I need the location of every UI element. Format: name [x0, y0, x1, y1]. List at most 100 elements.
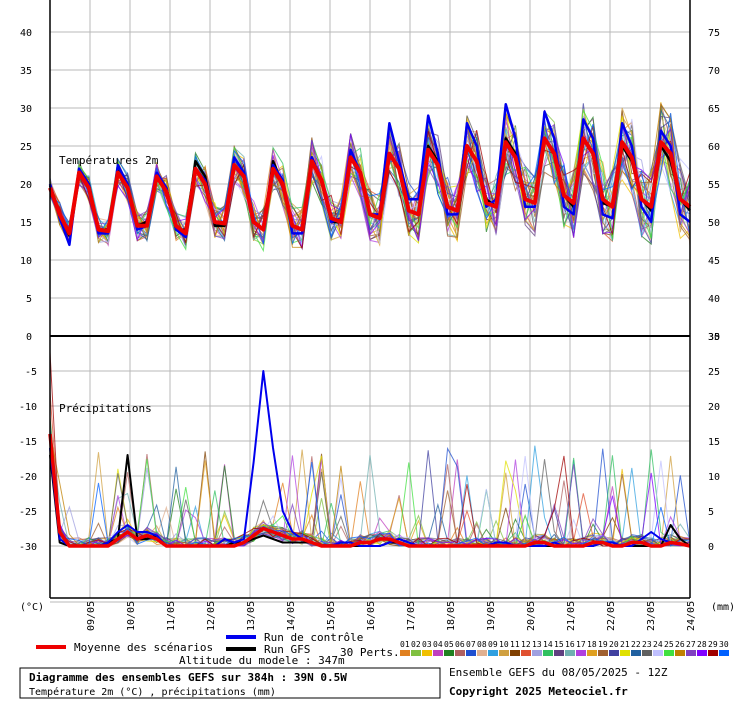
pert-swatch — [433, 650, 443, 656]
date-tick-label: 15/05 — [326, 601, 337, 631]
precip-right-tick-label: 20 — [708, 402, 720, 413]
temp-left-tick-label: 30 — [20, 104, 32, 115]
date-tick-label: 09/05 — [86, 601, 97, 631]
pert-number: 30 — [719, 640, 729, 649]
pert-number: 16 — [565, 640, 575, 649]
pert-number: 06 — [455, 640, 465, 649]
precip-right-tick-label: 15 — [708, 437, 720, 448]
pert-swatch — [466, 650, 476, 656]
date-tick-label: 11/05 — [166, 601, 177, 631]
temp-right-tick-label: 55 — [708, 180, 720, 191]
pert-swatch — [521, 650, 531, 656]
pert-number: 04 — [433, 640, 443, 649]
pert-number: 29 — [708, 640, 718, 649]
temp-left-tick-label: 5 — [26, 294, 32, 305]
date-tick-label: 12/05 — [206, 601, 217, 631]
pert-swatch — [400, 650, 410, 656]
date-tick-label: 21/05 — [566, 601, 577, 631]
ensemble-run-label: Ensemble GEFS du 08/05/2025 - 12Z — [449, 666, 668, 679]
temp-right-tick-label: 75 — [708, 28, 720, 39]
date-tick-label: 23/05 — [646, 601, 657, 631]
pert-swatch — [664, 650, 674, 656]
temp-left-tick-label: 40 — [20, 28, 32, 39]
pert-swatch — [444, 650, 454, 656]
pert-swatch — [532, 650, 542, 656]
date-tick-label: 10/05 — [126, 601, 137, 631]
temp-right-tick-label: 60 — [708, 142, 720, 153]
info-box — [19, 667, 441, 699]
axis-tick-labels: 0510152025303540453540455055606570750510… — [19, 0, 720, 631]
pert-swatch — [697, 650, 707, 656]
pert-number: 14 — [543, 640, 553, 649]
precip-left-tick-label: -25 — [19, 507, 37, 518]
pert-number: 13 — [532, 640, 542, 649]
legend-mean-label: Moyenne des scénarios — [74, 641, 213, 654]
precip-right-tick-label: 30 — [708, 332, 720, 343]
pert-swatch — [719, 650, 729, 656]
pert-swatch — [543, 650, 553, 656]
pert-swatch — [422, 650, 432, 656]
pert-swatch — [565, 650, 575, 656]
temp-left-tick-label: 20 — [20, 180, 32, 191]
temp-right-tick-label: 40 — [708, 294, 720, 305]
left-unit-label: (°C) — [20, 602, 44, 613]
pert-number: 26 — [675, 640, 685, 649]
pert-number: 19 — [598, 640, 608, 649]
precip-right-tick-label: 25 — [708, 367, 720, 378]
diagram-subtitle: Température 2m (°C) , précipitations (mm… — [29, 686, 276, 698]
precip-left-tick-label: -30 — [19, 542, 37, 553]
pert-swatch — [499, 650, 509, 656]
pert-number: 27 — [686, 640, 696, 649]
pert-number: 25 — [664, 640, 674, 649]
pert-swatch — [477, 650, 487, 656]
pert-swatch — [587, 650, 597, 656]
pert-swatch — [631, 650, 641, 656]
temp-left-tick-label: 10 — [20, 256, 32, 267]
pert-number: 28 — [697, 640, 707, 649]
temp-left-tick-label: 45 — [20, 0, 32, 1]
date-tick-label: 18/05 — [446, 601, 457, 631]
pert-number: 17 — [576, 640, 586, 649]
pert-number: 03 — [422, 640, 432, 649]
temp-left-tick-label: 15 — [20, 218, 32, 229]
pert-number: 23 — [642, 640, 652, 649]
precip-left-tick-label: -20 — [19, 472, 37, 483]
precip-right-tick-label: 0 — [708, 542, 714, 553]
pert-swatch — [620, 650, 630, 656]
pert-number: 01 — [400, 640, 410, 649]
date-tick-label: 14/05 — [286, 601, 297, 631]
temp-right-tick-label: 65 — [708, 104, 720, 115]
pert-number: 05 — [444, 640, 454, 649]
temp-left-tick-label: 35 — [20, 66, 32, 77]
pert-number: 21 — [620, 640, 630, 649]
date-tick-label: 19/05 — [486, 601, 497, 631]
precip-left-tick-label: -15 — [19, 437, 37, 448]
pert-number: 10 — [499, 640, 509, 649]
temperature-panel-title: Températures 2m — [59, 154, 159, 167]
precip-left-tick-label: -5 — [25, 367, 37, 378]
pert-swatch — [708, 650, 718, 656]
pert-number: 15 — [554, 640, 564, 649]
date-tick-label: 22/05 — [606, 601, 617, 631]
pert-number: 24 — [653, 640, 663, 649]
pert-swatch — [653, 650, 663, 656]
main-series-lines — [48, 102, 692, 548]
date-tick-label: 13/05 — [246, 601, 257, 631]
date-tick-label: 24/05 — [686, 601, 697, 631]
pert-number: 07 — [466, 640, 476, 649]
date-tick-label: 16/05 — [366, 601, 377, 631]
pert-number: 09 — [488, 640, 498, 649]
date-tick-label: 20/05 — [526, 601, 537, 631]
pert-swatch — [686, 650, 696, 656]
right-unit-label: (mm) — [711, 602, 735, 613]
temp-mean-line — [48, 136, 692, 236]
precip-right-tick-label: 10 — [708, 472, 720, 483]
precip-mean-line — [48, 433, 691, 548]
pert-swatch — [598, 650, 608, 656]
temp-right-tick-label: 35 — [708, 332, 720, 343]
pert-number: 22 — [631, 640, 641, 649]
pert-number: 20 — [609, 640, 619, 649]
pert-swatch — [675, 650, 685, 656]
